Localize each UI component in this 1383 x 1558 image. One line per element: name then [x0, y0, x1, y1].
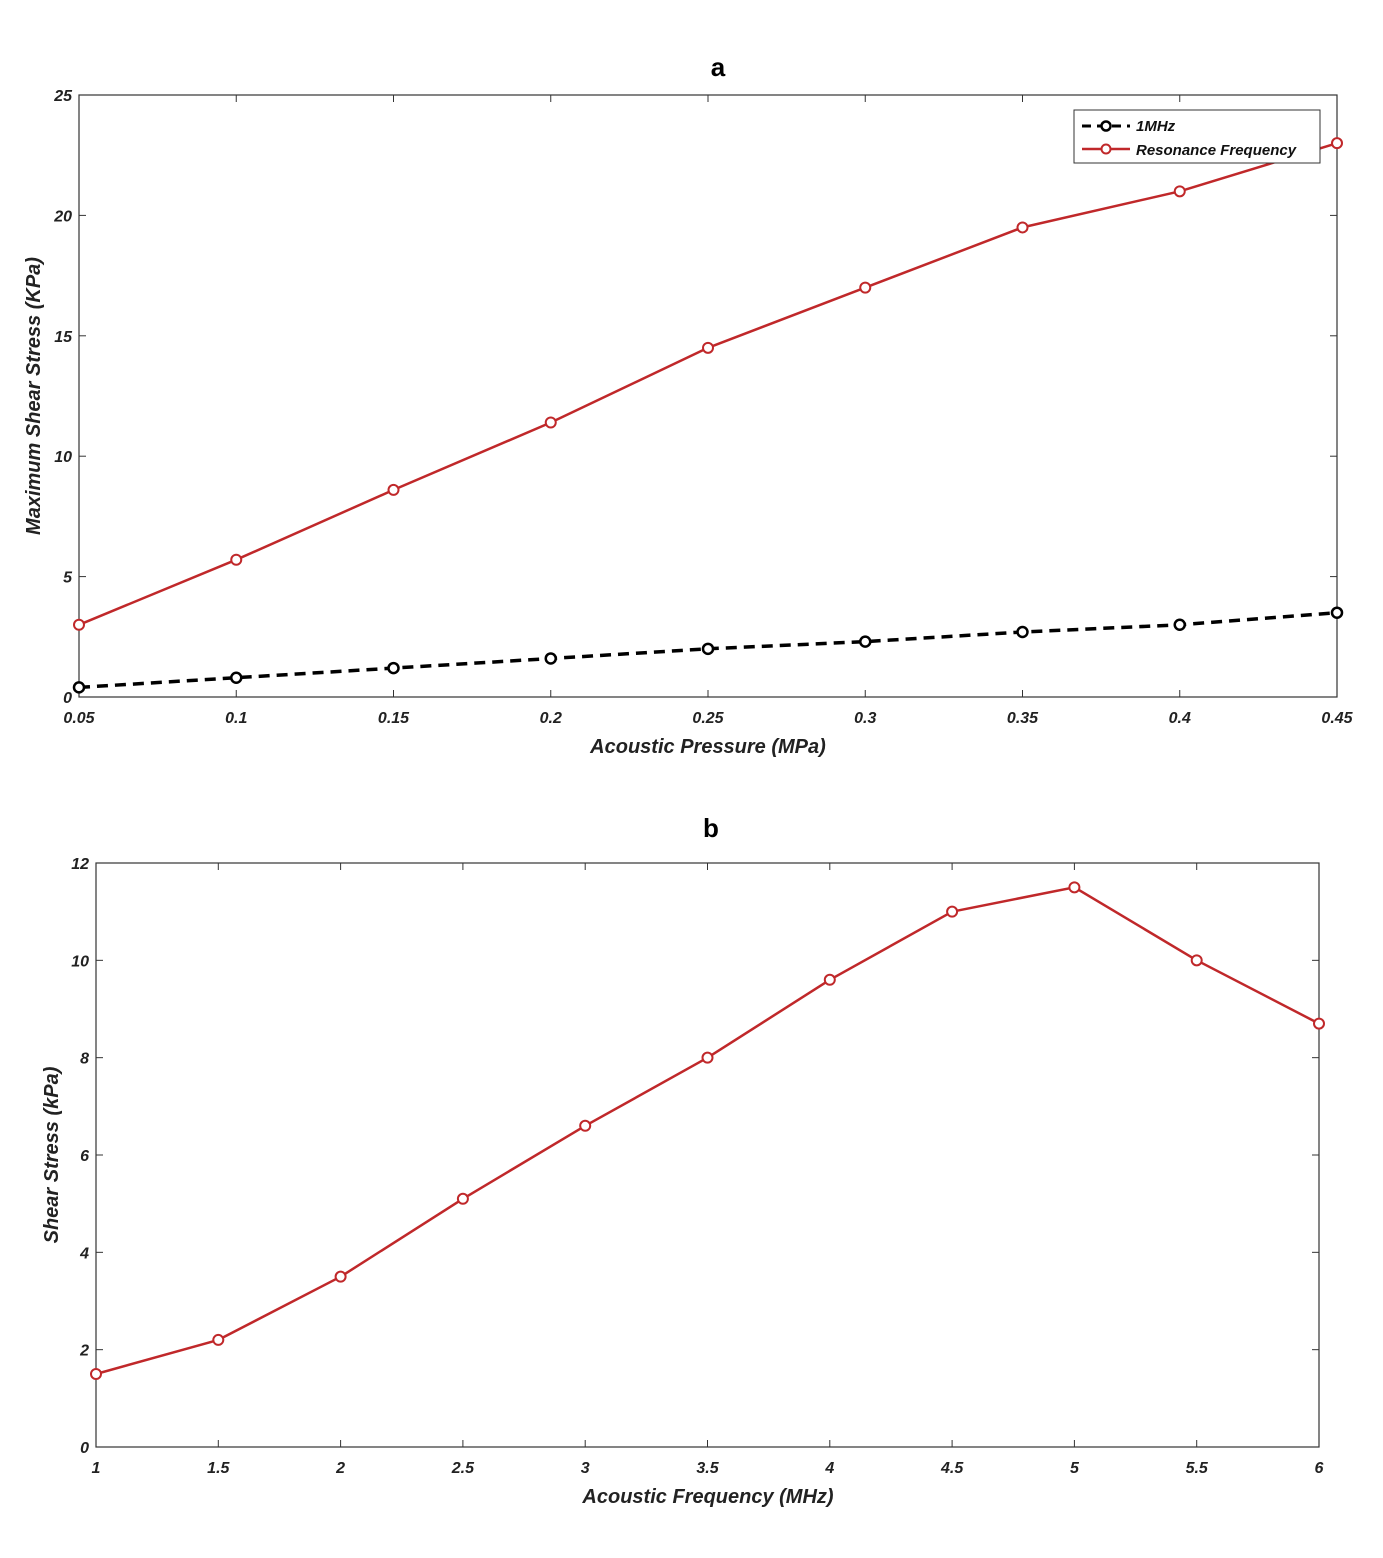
chart-b-y-ticks: 0 2 4 6 8 10 12 [71, 856, 1319, 1457]
data-point [544, 652, 557, 665]
data-point [1068, 881, 1081, 894]
chart-a-title: a [711, 52, 726, 82]
chart-a-x-ticks: 0.05 0.1 0.15 0.2 0.25 0.3 0.35 0.4 0.45 [63, 95, 1354, 727]
data-point [456, 1192, 469, 1205]
x-tick-label: 3.5 [696, 1460, 719, 1477]
x-tick-label: 4.5 [940, 1460, 964, 1477]
y-tick-label: 0 [80, 1440, 89, 1457]
data-point [1190, 954, 1203, 967]
data-point [946, 905, 959, 918]
y-tick-label: 6 [80, 1148, 89, 1165]
x-tick-label: 3 [581, 1460, 590, 1477]
x-tick-label: 0.35 [1007, 710, 1039, 727]
x-tick-label: 2 [335, 1460, 345, 1477]
data-point [72, 681, 86, 694]
x-tick-label: 0.2 [540, 710, 562, 727]
chart-a: a 0.05 0.1 0.15 0.2 0.25 0.3 0.35 0.4 0.45 0 5 10 1… [23, 52, 1354, 758]
x-tick-label: 0.25 [692, 710, 724, 727]
chart-a-y-ticks: 0 5 10 15 20 25 [53, 88, 1337, 707]
x-tick-label: 5 [1070, 1460, 1080, 1477]
x-tick-label: 1.5 [207, 1460, 230, 1477]
chart-b-axes-box [95, 862, 1320, 1448]
legend-resonance-marker [1100, 143, 1112, 155]
data-point [859, 635, 872, 648]
y-tick-label: 2 [79, 1343, 89, 1360]
legend-resonance-label: Resonance Frequency [1136, 142, 1297, 159]
data-point [1313, 1017, 1325, 1030]
x-tick-label: 0.1 [225, 710, 247, 727]
x-tick-label: 0.45 [1321, 710, 1353, 727]
y-tick-label: 5 [63, 570, 73, 587]
series-line-resonance-frequency [78, 142, 1338, 626]
legend-1mhz-label: 1MHz [1136, 118, 1176, 135]
chart-a-xlabel: Acoustic Pressure (MPa) [589, 736, 826, 758]
chart-b-ylabel: Shear Stress (kPa) [41, 1066, 63, 1243]
x-tick-label: 4 [824, 1460, 834, 1477]
legend-box [1073, 109, 1321, 164]
data-point [1173, 618, 1186, 632]
y-tick-label: 20 [53, 208, 72, 225]
chart-a-axes-box [78, 94, 1338, 698]
chart-a-ylabel: Maximum Shear Stress (KPa) [23, 257, 45, 535]
x-tick-label: 5.5 [1186, 1460, 1209, 1477]
data-point [387, 483, 400, 496]
y-tick-label: 12 [71, 856, 89, 873]
x-tick-label: 0.05 [63, 710, 95, 727]
data-point [701, 642, 715, 656]
data-point [334, 1270, 347, 1283]
data-point [1330, 606, 1344, 619]
x-tick-label: 6 [1315, 1460, 1324, 1477]
data-point [212, 1333, 225, 1346]
series-line-shear-stress [95, 886, 1320, 1376]
data-point [73, 618, 85, 631]
data-point [859, 281, 872, 294]
y-tick-label: 10 [54, 449, 72, 466]
x-tick-label: 0.4 [1169, 710, 1191, 727]
data-point [702, 341, 714, 354]
x-tick-label: 0.3 [854, 710, 876, 727]
data-point [701, 1051, 714, 1064]
data-point [823, 973, 836, 986]
legend-1mhz-marker [1100, 120, 1112, 132]
y-tick-label: 10 [71, 953, 89, 970]
data-point [1016, 625, 1029, 639]
data-point [1331, 137, 1343, 150]
chart-b: b 1 1.5 2 2.5 3 3.5 4 4.5 5 5.5 6 0 2 4 6 8 10 12 Acoust… [41, 813, 1325, 1508]
chart-b-x-ticks: 1 1.5 2 2.5 3 3.5 4 4.5 5 5.5 6 [92, 863, 1324, 1477]
y-tick-label: 4 [79, 1245, 89, 1262]
chart-b-xlabel: Acoustic Frequency (MHz) [581, 1486, 833, 1508]
data-point [544, 416, 557, 429]
y-tick-label: 15 [54, 329, 73, 346]
data-point [579, 1119, 592, 1132]
y-tick-label: 8 [80, 1051, 89, 1068]
data-point [1016, 221, 1029, 234]
data-point [90, 1368, 102, 1380]
y-tick-label: 0 [63, 690, 72, 707]
chart-b-title: b [703, 813, 719, 843]
data-point [230, 553, 243, 566]
x-tick-label: 0.15 [378, 710, 410, 727]
chart-b-series [90, 881, 1325, 1380]
x-tick-label: 2.5 [451, 1460, 475, 1477]
chart-a-legend: 1MHz Resonance Frequency [1073, 109, 1321, 164]
x-tick-label: 1 [92, 1460, 101, 1477]
y-tick-label: 25 [53, 88, 73, 105]
chart-a-series [72, 137, 1344, 694]
data-point [1173, 185, 1186, 198]
data-point [230, 671, 243, 684]
data-point [387, 661, 400, 675]
